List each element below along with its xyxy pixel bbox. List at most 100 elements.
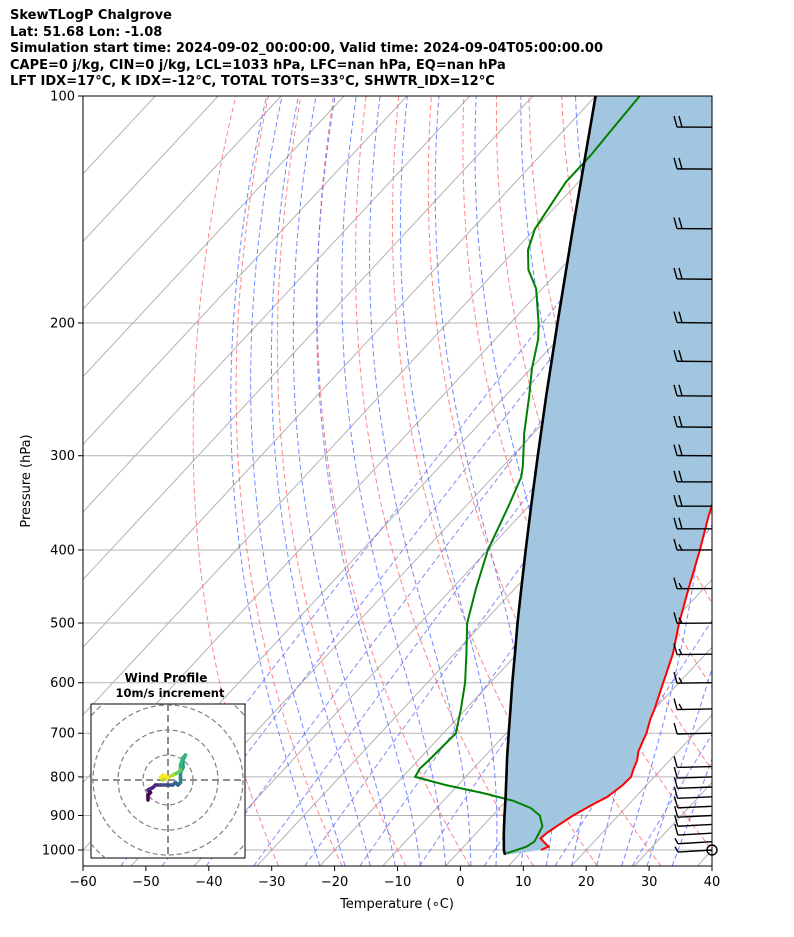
cape-area bbox=[503, 96, 712, 855]
x-tick-label: −60 bbox=[69, 875, 96, 890]
y-tick-label: 700 bbox=[50, 727, 75, 742]
wind-barbs bbox=[673, 115, 718, 856]
moist-adiabat bbox=[292, 96, 396, 866]
mixing-ratio-line bbox=[554, 619, 712, 866]
isotherm bbox=[83, 96, 659, 716]
isotherm bbox=[83, 96, 345, 378]
wind-barb bbox=[674, 837, 713, 845]
wind-barb bbox=[673, 577, 713, 590]
moist-adiabat bbox=[646, 666, 712, 866]
x-tick-label: 20 bbox=[578, 875, 595, 890]
location-line: Lat: 51.68 Lon: -1.08 bbox=[10, 24, 163, 40]
mixing-ratio-line bbox=[304, 306, 712, 866]
profiles bbox=[413, 96, 712, 856]
wind-barb bbox=[673, 806, 713, 818]
moist-adiabat bbox=[316, 96, 421, 866]
wind-barb bbox=[673, 777, 713, 790]
moist-adiabat bbox=[230, 96, 321, 866]
wind-barb bbox=[674, 815, 713, 827]
y-tick-label: 500 bbox=[50, 617, 75, 632]
wind-barb bbox=[673, 470, 713, 483]
wind-barb bbox=[673, 787, 713, 799]
wind-barb bbox=[673, 415, 713, 428]
moist-adiabat bbox=[434, 96, 527, 866]
x-tick-label: 30 bbox=[641, 875, 658, 890]
isotherm bbox=[130, 240, 712, 866]
wind-barb bbox=[673, 115, 713, 128]
wind-barb bbox=[673, 311, 713, 324]
hodograph-segment bbox=[161, 773, 170, 780]
moist-adiabat bbox=[341, 96, 447, 866]
wind-barb bbox=[673, 157, 713, 170]
x-tick-label: −20 bbox=[321, 875, 348, 890]
temperature-line bbox=[539, 502, 712, 851]
x-tick-label: 0 bbox=[456, 875, 464, 890]
isotherm bbox=[382, 511, 712, 866]
dry-adiabat bbox=[725, 96, 794, 866]
x-tick-label: 40 bbox=[704, 875, 721, 890]
index-line: LFT IDX=17°C, K IDX=-12°C, TOTAL TOTS=33… bbox=[10, 74, 495, 90]
cape-line: CAPE=0 j/kg, CIN=0 j/kg, LCL=1033 hPa, L… bbox=[10, 57, 506, 73]
y-tick-label: 300 bbox=[50, 449, 75, 464]
y-tick-label: 100 bbox=[50, 90, 75, 105]
x-axis: −60 −50 −40 −30 −20 −10 0 10 20 30 40 bbox=[69, 866, 720, 890]
hodograph-title: Wind Profile bbox=[125, 671, 208, 685]
wind-barb bbox=[673, 643, 713, 656]
x-tick-label: −50 bbox=[132, 875, 159, 890]
hodograph-inset: Wind Profile 10m/s increment bbox=[90, 671, 246, 859]
mixing-ratio-line bbox=[419, 442, 712, 866]
wind-barb bbox=[673, 698, 713, 711]
y-tick-label: 1000 bbox=[42, 844, 75, 859]
moist-adiabat bbox=[474, 96, 561, 866]
wind-barb bbox=[673, 350, 713, 363]
wind-barb bbox=[673, 494, 713, 507]
wind-barb bbox=[674, 823, 713, 836]
y-tick-label: 400 bbox=[50, 543, 75, 558]
wind-barb bbox=[673, 444, 713, 457]
x-tick-label: −10 bbox=[384, 875, 411, 890]
isotherm bbox=[83, 96, 534, 581]
wind-barb bbox=[673, 612, 713, 624]
isotherm bbox=[83, 96, 596, 648]
y-tick-label: 800 bbox=[50, 770, 75, 785]
chart-header: SkewTLogP Chalgrove Lat: 51.68 Lon: -1.0… bbox=[10, 8, 790, 91]
x-tick-label: −40 bbox=[195, 875, 222, 890]
isotherm bbox=[760, 96, 794, 866]
wind-barb bbox=[673, 671, 713, 684]
dry-adiabat bbox=[462, 96, 712, 851]
wind-barb bbox=[673, 217, 713, 230]
isotherm bbox=[83, 96, 408, 446]
y-axis: 1000 900 800 700 600 500 400 300 200 100 bbox=[42, 90, 83, 859]
isotherm bbox=[83, 96, 219, 243]
dry-adiabat bbox=[235, 96, 343, 866]
dry-adiabat bbox=[276, 96, 407, 866]
cape-fill bbox=[503, 96, 712, 855]
time-line: Simulation start time: 2024-09-02_00:00:… bbox=[10, 41, 603, 57]
isotherm bbox=[83, 96, 282, 310]
wind-barb bbox=[673, 384, 713, 397]
hodograph-subtitle: 10m/s increment bbox=[116, 686, 225, 700]
wind-barb bbox=[673, 722, 713, 735]
chart-title: SkewTLogP Chalgrove bbox=[10, 8, 172, 23]
mixing-ratio-line bbox=[205, 198, 712, 866]
dry-adiabat bbox=[757, 96, 794, 866]
y-axis-label: Pressure (hPa) bbox=[19, 434, 34, 527]
x-tick-label: 10 bbox=[515, 875, 532, 890]
moist-adiabat bbox=[399, 96, 498, 866]
wind-barb bbox=[673, 538, 713, 551]
y-tick-label: 200 bbox=[50, 316, 75, 331]
moist-adiabat bbox=[369, 96, 472, 866]
dewpoint-line bbox=[413, 96, 641, 855]
wind-barb bbox=[673, 756, 713, 769]
wind-barb bbox=[673, 517, 712, 530]
x-axis-label: Temperature (∘C) bbox=[339, 897, 454, 912]
moist-adiabat bbox=[671, 757, 712, 866]
isotherm bbox=[83, 96, 471, 513]
moist-adiabat bbox=[621, 96, 703, 866]
dry-adiabat bbox=[192, 96, 279, 866]
wind-barb bbox=[673, 267, 713, 280]
wind-barb bbox=[673, 766, 713, 779]
wind-barb bbox=[673, 796, 713, 809]
y-tick-label: 900 bbox=[50, 809, 75, 824]
dry-adiabat bbox=[790, 96, 794, 866]
